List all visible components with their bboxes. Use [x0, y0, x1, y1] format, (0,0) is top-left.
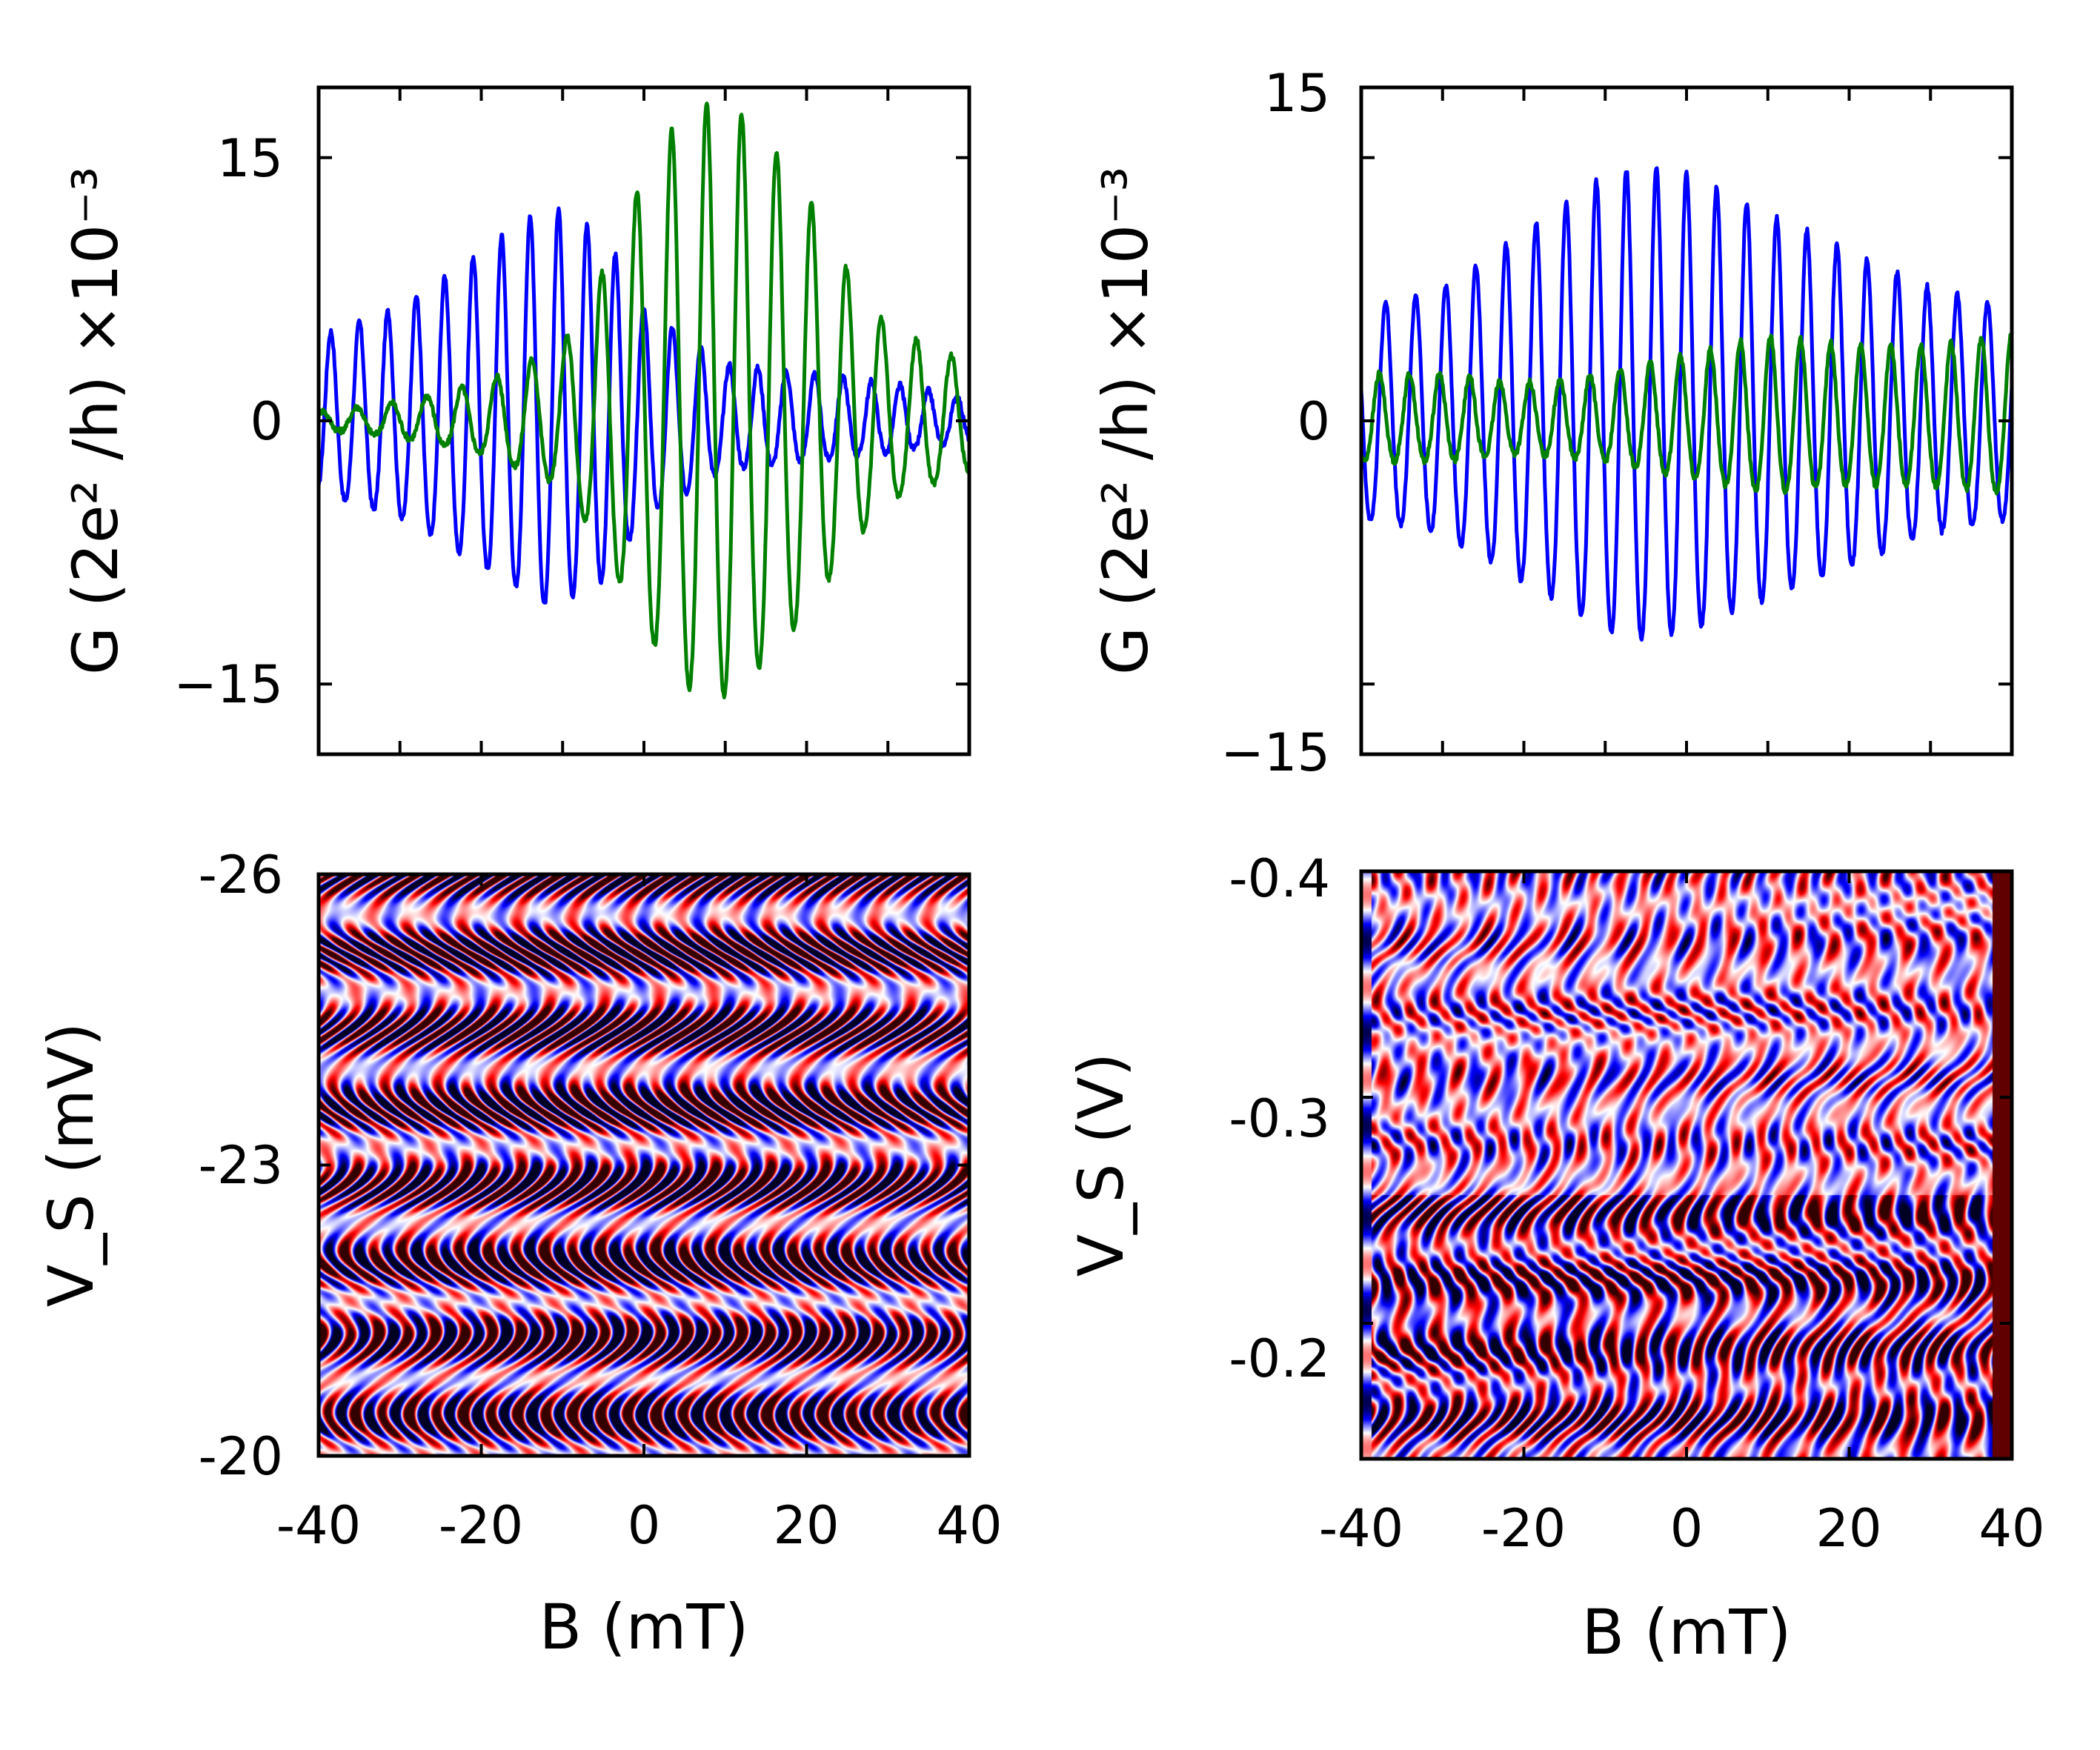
top-left-series-2-line [319, 102, 969, 699]
bottom-right-xtick-label: 20 [1815, 1498, 1881, 1559]
top-right-series-2 [1361, 333, 2012, 496]
top-right-ylabel: G (2e² /h) ×10⁻³ [1089, 167, 1162, 675]
bottom-right-ytick-label: -0.3 [1229, 1088, 1330, 1149]
top-left-ytick-label: 0 [250, 391, 283, 452]
top-left-series-2 [319, 102, 969, 699]
bottom-left-xlabel: B (mT) [539, 1591, 748, 1663]
top-right-series-1-line [1361, 166, 2012, 642]
bottom-right-ticks [1360, 870, 2013, 1459]
bottom-right-ytick-label: -0.2 [1229, 1328, 1330, 1389]
bottom-right-xtick-label: -40 [1319, 1498, 1403, 1559]
panel-top-left: 15 0 −15 G (2e² /h) ×10⁻³ [59, 85, 971, 756]
bottom-left-xtick-label: -20 [439, 1495, 523, 1556]
panel-bottom-left: -26 -23 -20 -40 -20 0 20 40 B (mT) V_S (… [35, 845, 1003, 1663]
bottom-left-ticks [317, 873, 971, 1457]
panel-top-right: 15 0 −15 G (2e² /h) ×10⁻³ [1089, 63, 2014, 783]
top-right-ytick-label: 15 [1264, 63, 1330, 124]
bottom-right-xlabel: B (mT) [1581, 1596, 1791, 1669]
bottom-left-heatmap [319, 874, 969, 1456]
top-left-ylabel: G (2e² /h) ×10⁻³ [59, 167, 132, 675]
bottom-left-ytick-label: -26 [199, 845, 283, 905]
bottom-right-xtick-label: 0 [1670, 1498, 1704, 1559]
bottom-left-xtick-label: -40 [276, 1495, 361, 1556]
top-right-ytick-label: 0 [1297, 391, 1330, 452]
bottom-right-xtick-label: 40 [1978, 1498, 2044, 1559]
bottom-left-xtick-label: 20 [773, 1495, 839, 1556]
bottom-right-ylabel: V_S (V) [1065, 1053, 1137, 1277]
top-right-series-2-line [1361, 333, 2012, 496]
bottom-left-ytick-label: -23 [199, 1135, 283, 1196]
panel-bottom-right: -0.4 -0.3 -0.2 -40 -20 0 20 40 B (mT) V_… [1065, 848, 2045, 1669]
top-left-ytick-label: −15 [173, 654, 283, 715]
top-right-ytick-label: −15 [1220, 722, 1330, 783]
top-left-ticks [317, 87, 971, 754]
bottom-left-ytick-label: -20 [199, 1426, 283, 1487]
top-right-series-1 [1361, 166, 2012, 642]
bottom-left-ylabel: V_S (mV) [35, 1022, 107, 1307]
bottom-right-xtick-label: -20 [1481, 1498, 1566, 1559]
bottom-right-ytick-label: -0.4 [1229, 848, 1330, 909]
top-right-ticks [1360, 87, 2013, 754]
bottom-right-heatmap [1361, 871, 2012, 1459]
bottom-left-xtick-label: 40 [936, 1495, 1002, 1556]
top-left-ytick-label: 15 [217, 128, 283, 189]
bottom-left-xtick-label: 0 [628, 1495, 661, 1556]
